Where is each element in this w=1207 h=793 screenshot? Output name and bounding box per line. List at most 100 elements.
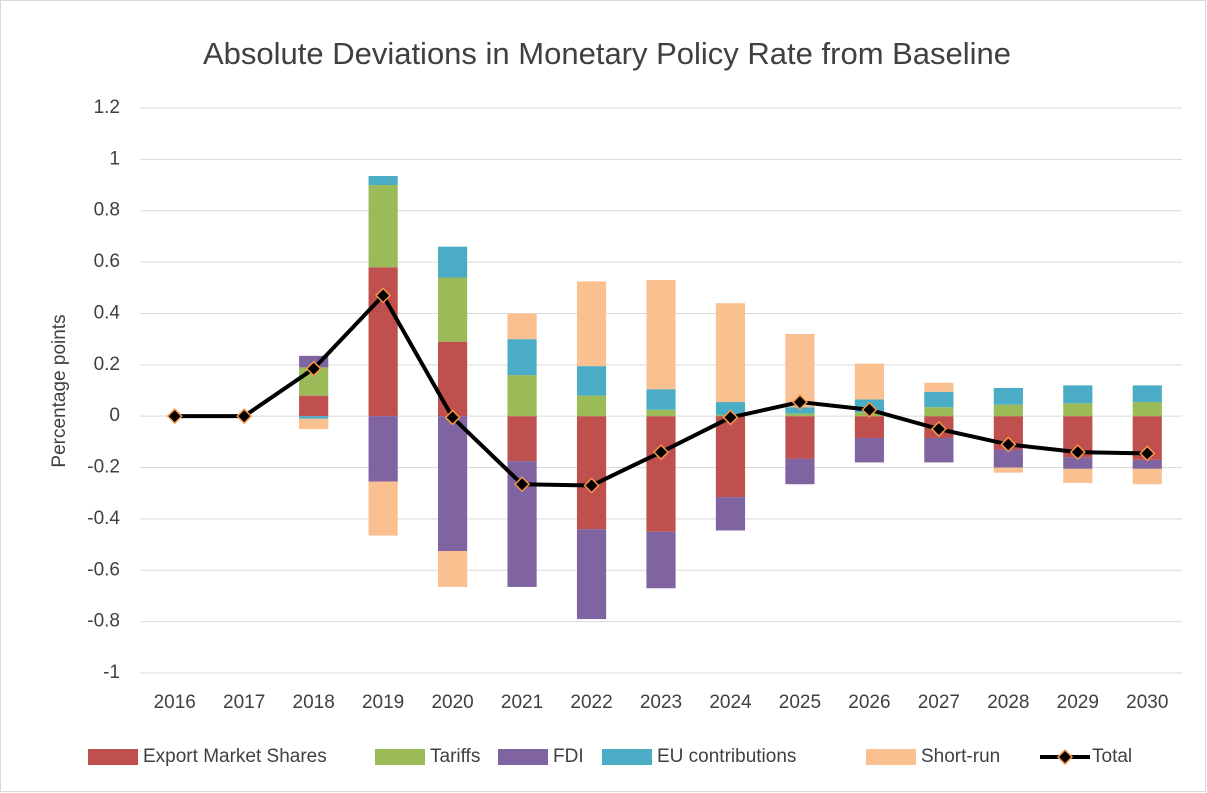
x-tick-label: 2028 — [987, 692, 1029, 713]
legend-swatch — [602, 749, 652, 765]
y-tick-label: -0.6 — [87, 559, 120, 580]
bar-segment — [1063, 468, 1093, 483]
total-marker — [1000, 436, 1017, 453]
bar-segment — [299, 418, 329, 430]
bar-segment — [1132, 459, 1162, 469]
bar-segment — [924, 407, 954, 417]
legend-label: Tariffs — [430, 746, 480, 767]
bar-segment — [1063, 403, 1093, 417]
x-tick-label: 2029 — [1057, 692, 1099, 713]
y-tick-label: -1 — [103, 662, 120, 683]
x-tick-label: 2019 — [362, 692, 404, 713]
bar-segment — [715, 497, 746, 531]
total-marker — [444, 409, 461, 426]
bar-segment — [646, 416, 676, 532]
bar-segment — [368, 176, 398, 186]
bar-segment — [507, 416, 537, 462]
legend-label: FDI — [553, 746, 584, 767]
y-tick-label: 0.6 — [94, 251, 120, 272]
y-tick-label: 1 — [109, 148, 120, 169]
x-tick-label: 2025 — [779, 692, 821, 713]
bar-segment — [924, 391, 954, 408]
legend-marker — [1056, 748, 1074, 766]
bar-segment — [438, 551, 468, 587]
y-tick-label: 0 — [109, 405, 120, 426]
bar-segment — [438, 277, 468, 342]
bar-segment — [1063, 457, 1093, 469]
legend-swatch — [498, 749, 548, 765]
legend-label: Total — [1092, 746, 1132, 767]
bar-segment — [993, 449, 1023, 468]
x-tick-label: 2027 — [918, 692, 960, 713]
bar-segment — [646, 389, 676, 410]
legend-label: Short-run — [921, 746, 1000, 767]
bar-segment — [785, 458, 815, 485]
bar-segment — [715, 416, 746, 498]
bar-segment — [299, 416, 329, 419]
x-tick-label: 2030 — [1126, 692, 1168, 713]
x-tick-label: 2016 — [154, 692, 196, 713]
bar-segment — [785, 407, 815, 414]
total-marker — [236, 408, 253, 425]
legend-swatch — [88, 749, 138, 765]
x-tick-label: 2023 — [640, 692, 682, 713]
x-tick-label: 2024 — [709, 692, 752, 713]
bar-segment — [924, 382, 954, 392]
bar-segment — [438, 246, 468, 278]
x-tick-label: 2020 — [431, 692, 473, 713]
y-tick-label: -0.4 — [87, 508, 120, 529]
bar-segment — [507, 375, 537, 417]
bar-segment — [1132, 468, 1162, 485]
y-tick-label: 1.2 — [94, 97, 120, 118]
bar-segment — [507, 339, 537, 376]
total-marker — [375, 287, 392, 304]
bar-segment — [576, 529, 607, 620]
bar-segment — [576, 395, 607, 417]
total-marker — [1139, 445, 1156, 462]
y-tick-label: 0.8 — [94, 200, 120, 221]
chart-title: Absolute Deviations in Monetary Policy R… — [203, 36, 1011, 71]
bar-segment — [715, 402, 746, 415]
total-marker — [514, 476, 531, 493]
total-marker — [305, 360, 322, 377]
bar-segment — [854, 416, 884, 439]
total-marker — [791, 393, 808, 411]
bar-segment — [368, 416, 398, 482]
y-tick-label: -0.8 — [87, 611, 120, 632]
bar-segment — [576, 281, 607, 367]
bar-segment — [299, 395, 329, 417]
total-marker — [930, 420, 947, 438]
bar-segment — [438, 416, 468, 552]
x-tick-label: 2021 — [501, 692, 543, 713]
bar-segment — [715, 303, 746, 403]
legend-swatch — [375, 749, 425, 765]
bar-segment — [646, 409, 676, 417]
bar-segment — [507, 313, 537, 340]
bar-segment — [646, 280, 676, 390]
bar-segment — [785, 416, 815, 459]
x-tick-label: 2022 — [570, 692, 612, 713]
bar-segment — [993, 404, 1023, 417]
y-axis-label: Percentage points — [49, 314, 70, 467]
bar-segment — [1132, 402, 1162, 417]
y-tick-label: 0.2 — [94, 354, 120, 375]
legend-swatch — [866, 749, 916, 765]
bar-segment — [1063, 385, 1093, 404]
total-marker — [166, 408, 183, 425]
total-marker — [1069, 444, 1086, 461]
bar-segment — [646, 531, 676, 589]
x-tick-label: 2017 — [223, 692, 265, 713]
total-marker — [861, 401, 878, 418]
bar-segment — [1132, 385, 1162, 403]
bar-segment — [993, 467, 1023, 473]
x-tick-label: 2018 — [293, 692, 335, 713]
bar-segment — [368, 185, 398, 268]
total-marker — [722, 409, 739, 426]
bar-segment — [924, 438, 954, 463]
bar-segment — [438, 341, 468, 417]
bar-segment — [854, 438, 884, 463]
bar-segment — [993, 387, 1023, 405]
bar-segment — [576, 416, 607, 530]
y-tick-label: 0.4 — [94, 302, 121, 323]
